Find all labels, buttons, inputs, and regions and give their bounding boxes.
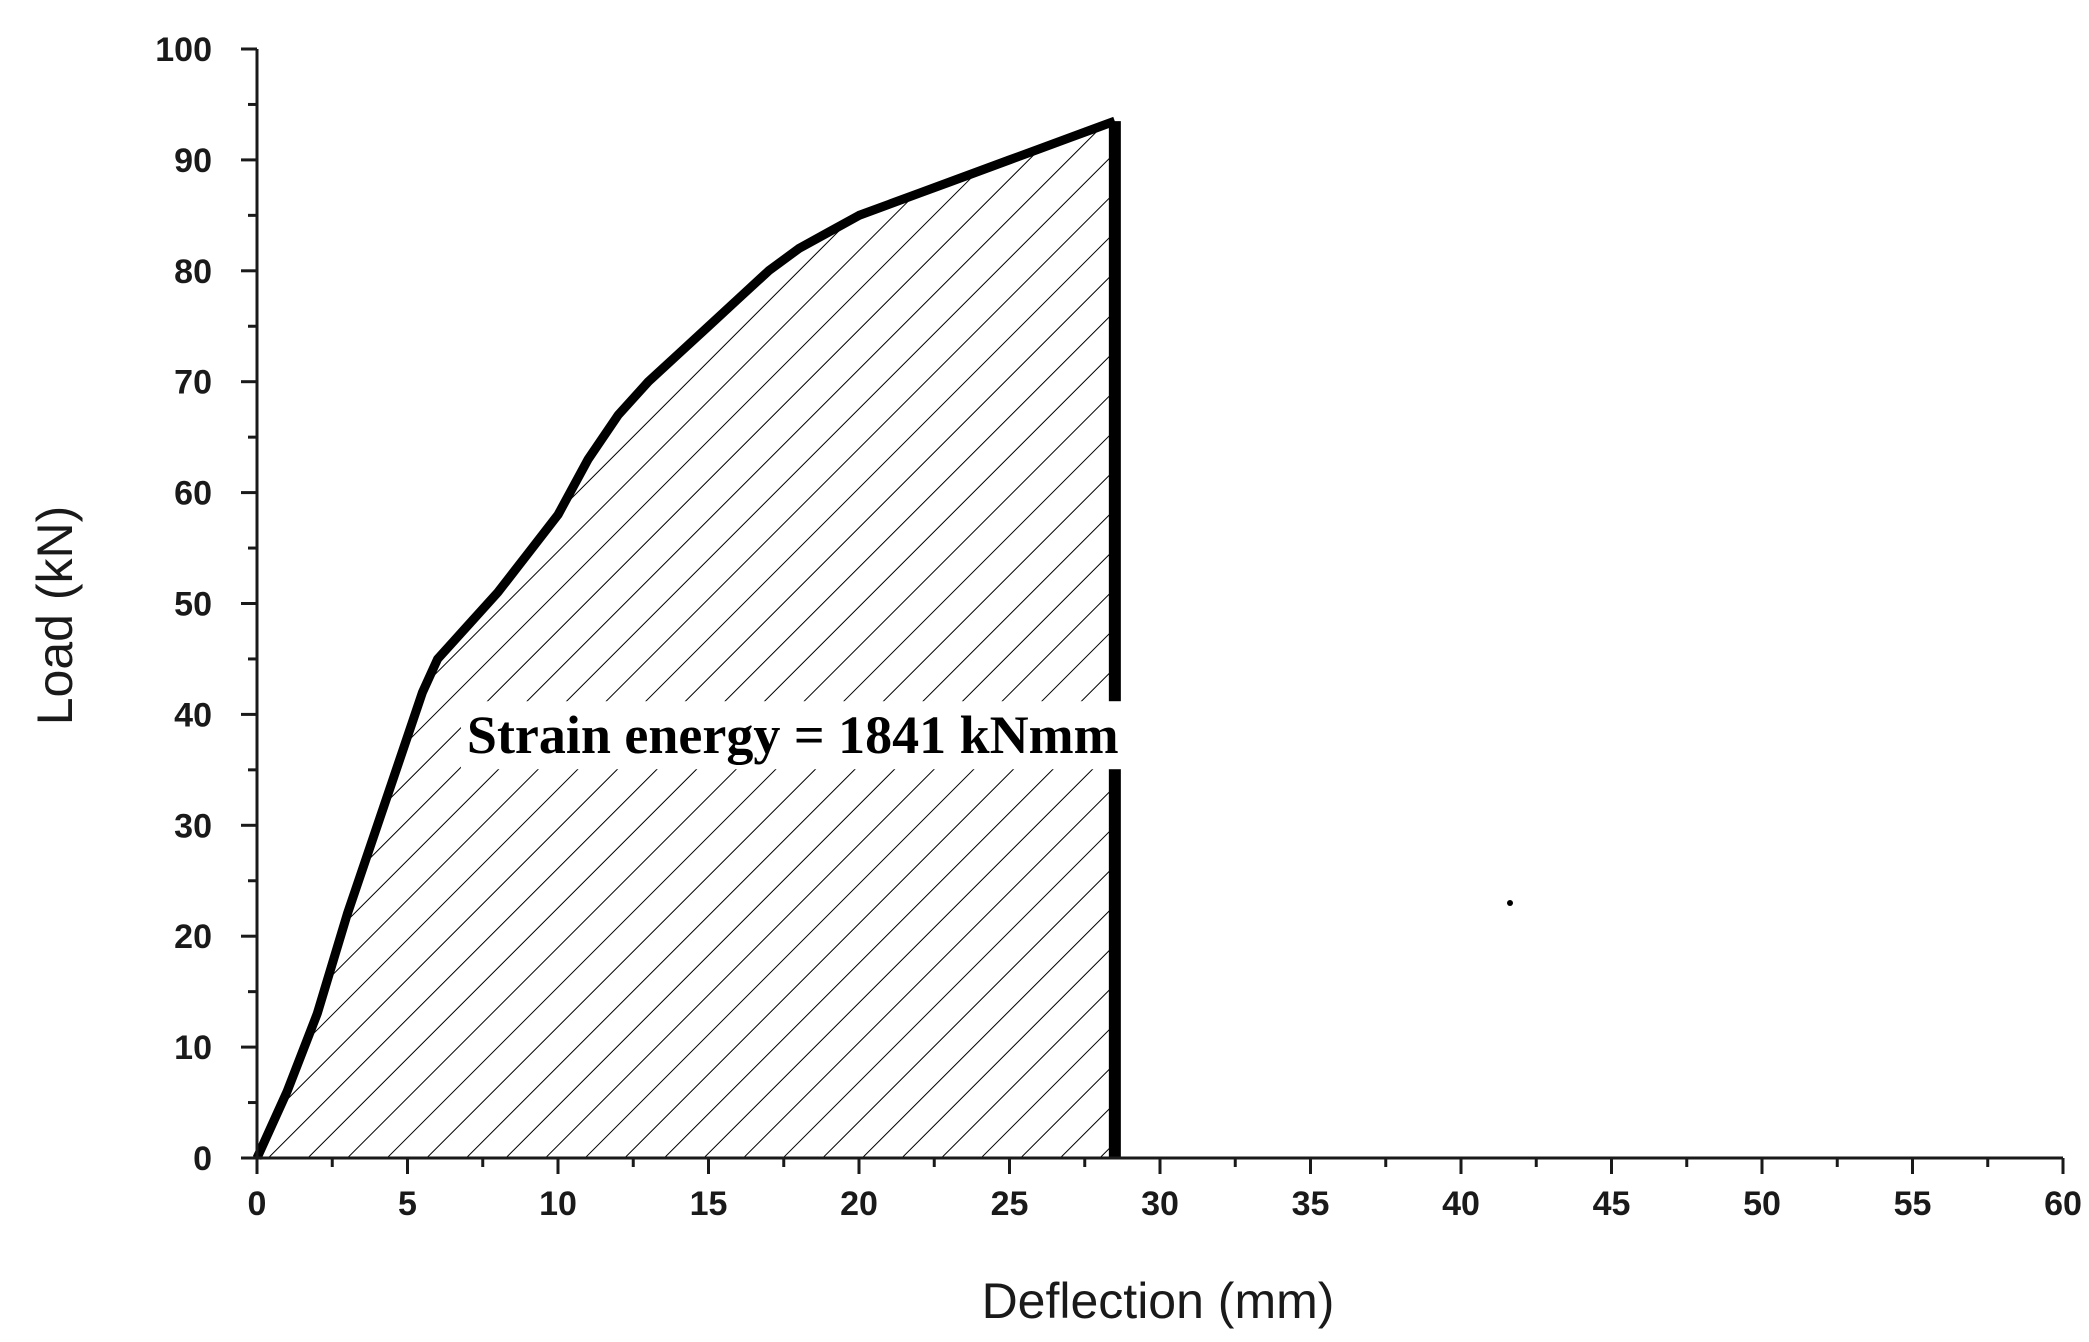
x-tick-label: 30: [1141, 1185, 1179, 1223]
y-tick-label: 60: [174, 475, 212, 513]
y-tick-label: 50: [174, 586, 212, 624]
x-tick-label: 40: [1442, 1185, 1480, 1223]
y-tick-label: 30: [174, 807, 212, 845]
y-tick-label: 100: [155, 31, 212, 69]
y-tick-label: 70: [174, 364, 212, 402]
stray-dot: [1507, 900, 1513, 906]
annotation-background: [460, 701, 1125, 770]
y-tick-label: 80: [174, 253, 212, 291]
y-tick-label: 90: [174, 142, 212, 180]
x-tick-label: 25: [991, 1185, 1029, 1223]
x-tick-label: 15: [690, 1185, 728, 1223]
x-tick-label: 45: [1593, 1185, 1631, 1223]
load-curve: [252, 116, 1121, 1160]
x-tick-label: 20: [840, 1185, 878, 1223]
strain-energy-label: Strain energy = 1841 kNmm: [467, 705, 1119, 765]
x-tick-label: 5: [398, 1185, 417, 1223]
tick-labels: 0 5 10 15 20 25 30 35 40 45 50 55 60 0 10 20 30 40 50 60 70 8…: [155, 31, 2082, 1223]
y-tick-label: 20: [174, 918, 212, 956]
tick-marks: [241, 47, 2065, 1174]
x-tick-label: 10: [539, 1185, 577, 1223]
load-curve-line: [252, 116, 1117, 1160]
annotation-group: Strain energy = 1841 kNmm: [460, 701, 1125, 770]
strain-energy-area: [257, 121, 1115, 1159]
x-tick-label: 0: [248, 1185, 267, 1223]
x-tick-label: 55: [1894, 1185, 1932, 1223]
hatched-area: [257, 121, 1115, 1159]
x-tick-label: 50: [1743, 1185, 1781, 1223]
y-tick-label: 0: [193, 1140, 212, 1178]
x-tick-label: 60: [2044, 1185, 2082, 1223]
x-tick-label: 35: [1292, 1185, 1330, 1223]
x-axis-title: Deflection (mm): [982, 1273, 1335, 1329]
y-tick-label: 10: [174, 1029, 212, 1067]
y-tick-label: 40: [174, 696, 212, 734]
y-axis-title: Load (kN): [27, 506, 83, 726]
